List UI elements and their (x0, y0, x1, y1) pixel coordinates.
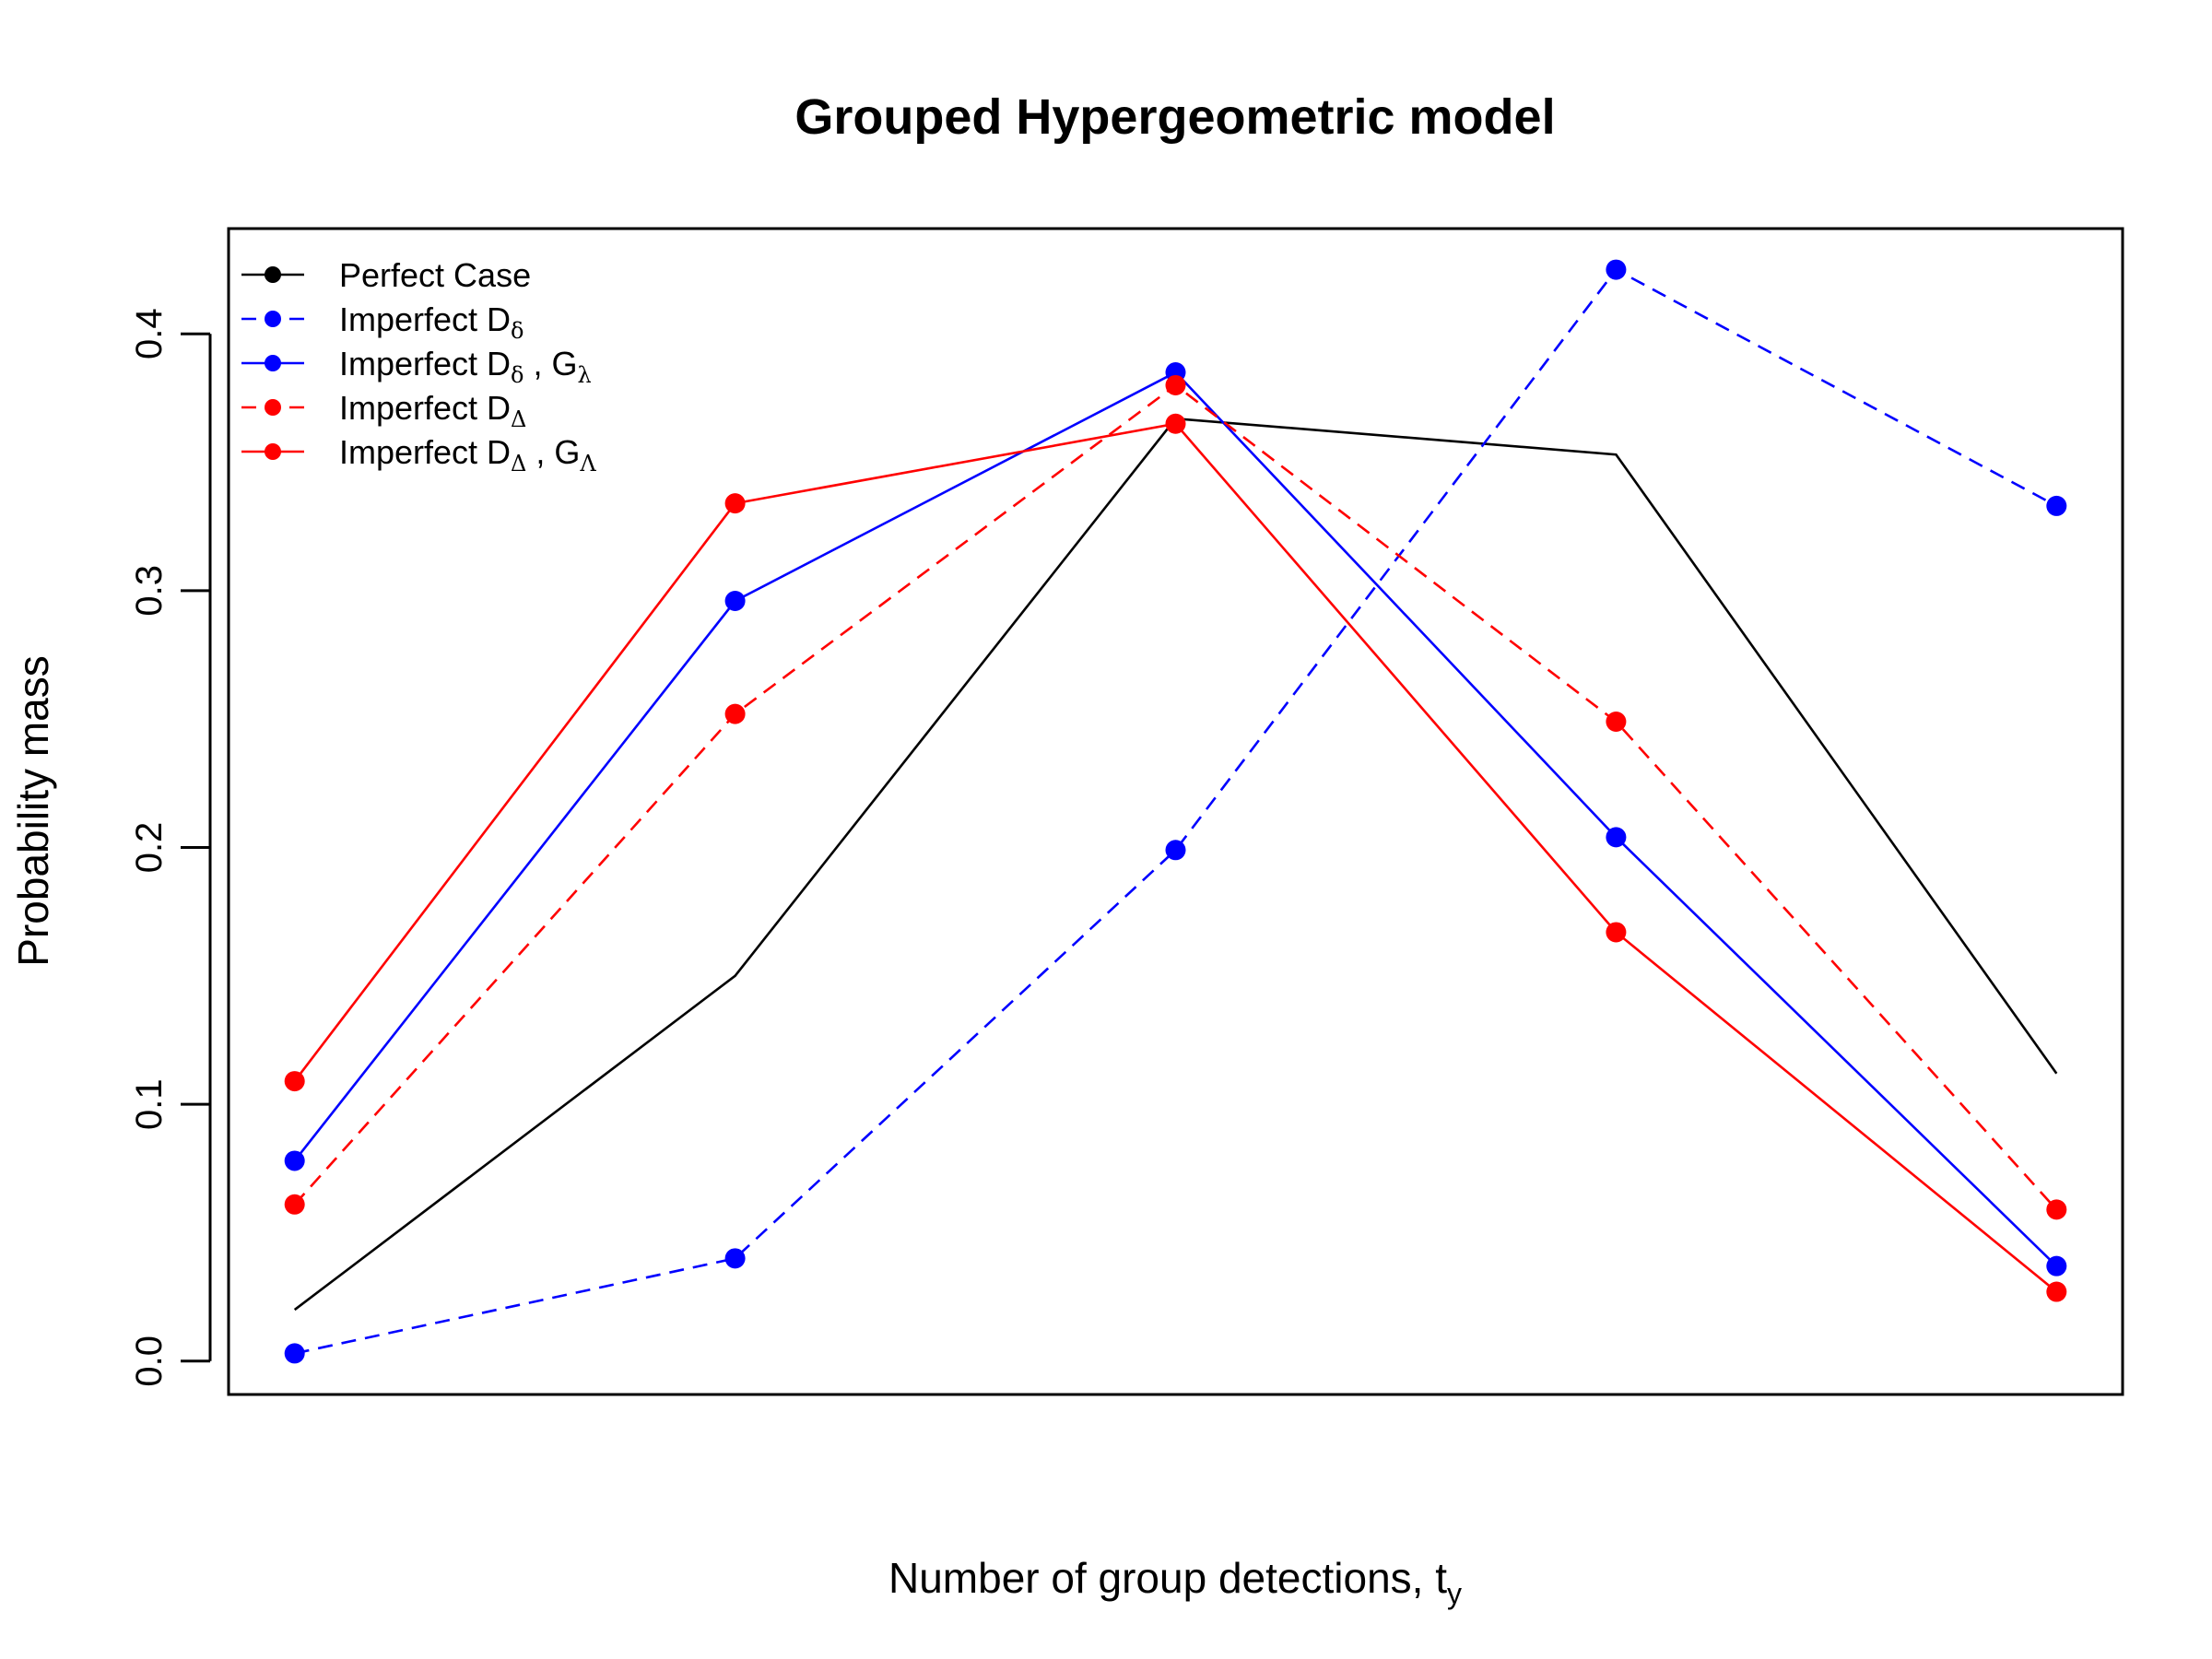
legend-label: Imperfect Dδ (339, 300, 524, 344)
legend-item: Imperfect Dδ , Gλ (241, 345, 592, 388)
data-point (1606, 827, 1627, 848)
series-line (293, 417, 2058, 1312)
data-point (2046, 1199, 2067, 1220)
chart-title: Grouped Hypergeometric model (794, 89, 1555, 145)
series-4 (284, 374, 2067, 1220)
legend-marker (265, 266, 281, 283)
data-point (2046, 1281, 2067, 1302)
legend-label: Imperfect DΔ (339, 389, 526, 432)
data-point (724, 493, 746, 514)
data-point (284, 1194, 305, 1215)
y-axis: 0.0 0.1 0.2 0.3 0.4 (129, 308, 212, 1387)
legend-marker (265, 399, 281, 416)
series-line (293, 371, 2058, 1267)
legend-marker (265, 443, 281, 460)
data-point (724, 703, 746, 724)
data-point (724, 591, 746, 612)
data-point (284, 1071, 305, 1092)
y-tick-label: 0.2 (129, 822, 170, 874)
x-axis-label-subscript: y (1447, 1577, 1462, 1610)
x-axis-label: Number of group detections, ty (888, 1554, 1462, 1610)
series-3 (284, 362, 2067, 1277)
series-5 (284, 413, 2067, 1302)
legend-label: Imperfect Dδ , Gλ (339, 345, 592, 388)
data-point (1606, 922, 1627, 943)
data-point (724, 1248, 746, 1269)
y-tick-label: 0.4 (129, 308, 170, 359)
series-line (293, 383, 2058, 1211)
series-1 (293, 417, 2058, 1312)
data-point (1606, 259, 1627, 280)
series-2 (284, 259, 2067, 1364)
legend-item: Imperfect Dδ (241, 300, 524, 344)
legend-item: Imperfect DΔ (241, 389, 526, 432)
data-point (1606, 711, 1627, 732)
x-axis-label-text: Number of group detections, t (888, 1554, 1447, 1602)
y-axis-label: Probability mass (9, 655, 57, 966)
data-point (284, 1343, 305, 1364)
data-point (1165, 413, 1186, 434)
legend-marker (265, 311, 281, 327)
series-layer (284, 259, 2067, 1364)
y-tick-label: 0.0 (129, 1335, 170, 1387)
legend-marker (265, 355, 281, 371)
plot-frame (227, 227, 2124, 1396)
data-point (2046, 495, 2067, 516)
data-point (284, 1150, 305, 1171)
data-point (2046, 1255, 2067, 1277)
series-line (294, 267, 2057, 1355)
data-point (1165, 840, 1186, 861)
y-tick-label: 0.3 (129, 565, 170, 617)
legend-label: Imperfect DΔ , GΛ (339, 433, 596, 477)
y-tick-label: 0.1 (129, 1078, 170, 1130)
legend-item: Imperfect DΔ , GΛ (241, 433, 596, 477)
legend-label: Perfect Case (339, 256, 531, 294)
legend-item: Perfect Case (241, 256, 531, 294)
data-point (1165, 374, 1186, 395)
